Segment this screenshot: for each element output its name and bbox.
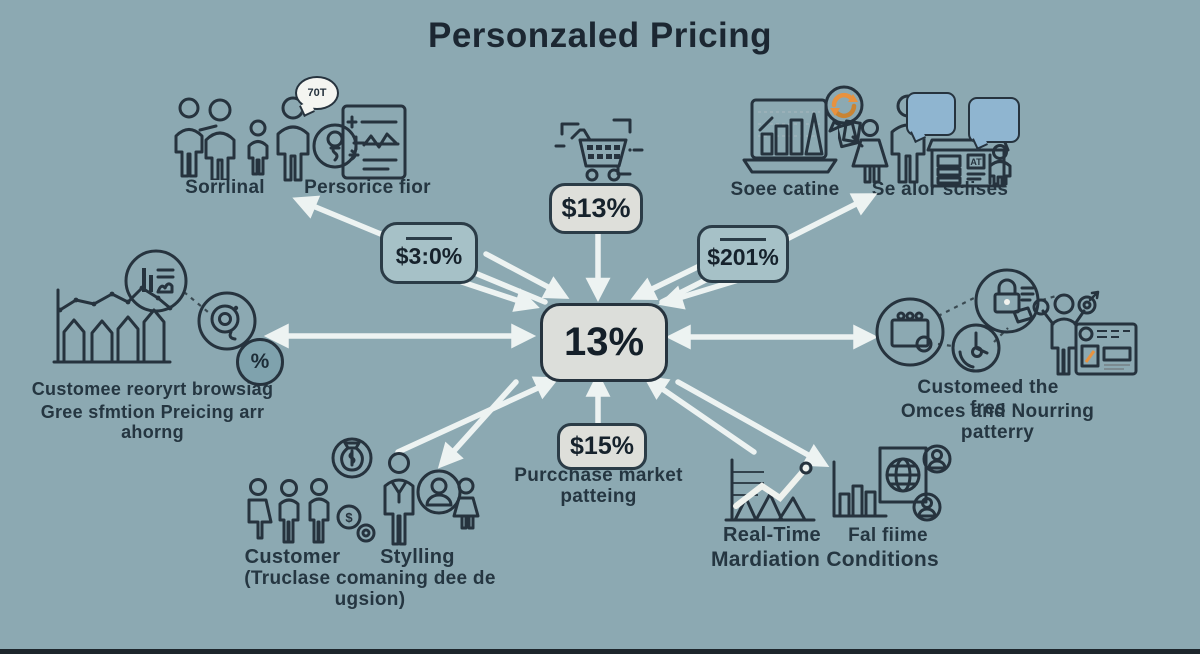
badge-3-0-text: $3:0%: [395, 242, 463, 269]
small-person-icon: [988, 144, 1012, 186]
badge-15-percent: $15%: [557, 423, 647, 470]
clock-icon: [951, 323, 1001, 373]
label-mid-left-2: Gree sfmtion Preicing arr ahorng: [40, 402, 265, 442]
label-mardiation: Mardiation Conditions: [711, 548, 939, 571]
badge-13-text: $13%: [561, 193, 631, 223]
money-bag-icon: [331, 437, 373, 479]
customer-group-icon: [247, 478, 330, 544]
label-real-time: Real-Time: [723, 524, 821, 546]
label-truclase: (Truclase comaning dee de ugsion): [244, 568, 496, 610]
market-globe-icon: [832, 444, 952, 522]
bottom-border: [0, 649, 1200, 654]
badge-3-0-percent: $3:0%: [380, 222, 478, 284]
page-title: Personzaled Pricing: [427, 16, 773, 55]
center-value-node: 13%: [540, 303, 668, 382]
label-customer: Customer: [244, 546, 341, 568]
badge-201-text: $201%: [707, 243, 779, 270]
profile-pair-icon: [383, 452, 480, 546]
info-card-icon: [1074, 322, 1138, 376]
bar-chart-trend-icon: [52, 285, 173, 364]
speech-bubble-70t: 70T: [295, 76, 339, 117]
area-chart-icon: [724, 458, 816, 522]
label-mid-right-2: Omces and Nourring patterry: [900, 401, 1095, 443]
laptop-chart-icon: [742, 98, 838, 174]
calendar-icon: [875, 297, 945, 367]
badge-topline: [720, 237, 766, 241]
report-circle-icon: [124, 249, 188, 313]
label-sorrlinal: Sorrlinal: [185, 177, 265, 198]
label-mid-left-1: Customee reoryrt browsiag: [31, 379, 274, 399]
speech-bubble-icon: [968, 97, 1020, 150]
label-se-alor: Se alor sclises: [871, 179, 1009, 200]
percent-text: %: [250, 350, 270, 373]
label-fal-fiime: Fal fiime: [848, 525, 928, 546]
center-value-text: 13%: [563, 320, 645, 364]
target-percent-icon: [197, 291, 257, 351]
label-soee-catine: Soee catine: [730, 179, 840, 200]
dollar-coin-icon: $: [336, 504, 376, 543]
label-mid-right-1: Customeed the fres: [917, 377, 1059, 419]
badge-13-percent: $13%: [549, 183, 643, 234]
svg-text:$: $: [345, 510, 353, 525]
woman-papers-icon: [838, 119, 889, 184]
badge-topline: [406, 236, 452, 240]
speech-bubble-text: 70T: [307, 87, 327, 99]
pricing-document-icon: [341, 104, 407, 180]
label-purcchase: Purcchase market patteing: [514, 465, 683, 507]
sync-bubble-icon: [824, 85, 864, 133]
storefront-icon: AT: [926, 138, 1010, 188]
badge-15-text: $15%: [570, 432, 634, 460]
label-stylling: Stylling: [380, 546, 455, 568]
people-handshake-icon: [174, 97, 269, 180]
speech-bubble-icon: [906, 92, 956, 143]
badge-201-percent: $201%: [697, 225, 789, 283]
label-persorice: Persorice fior: [304, 177, 431, 198]
storefront-sign-text: AT: [970, 157, 982, 167]
shopping-cart-icon: [554, 118, 644, 182]
percent-badge: %: [236, 338, 284, 386]
